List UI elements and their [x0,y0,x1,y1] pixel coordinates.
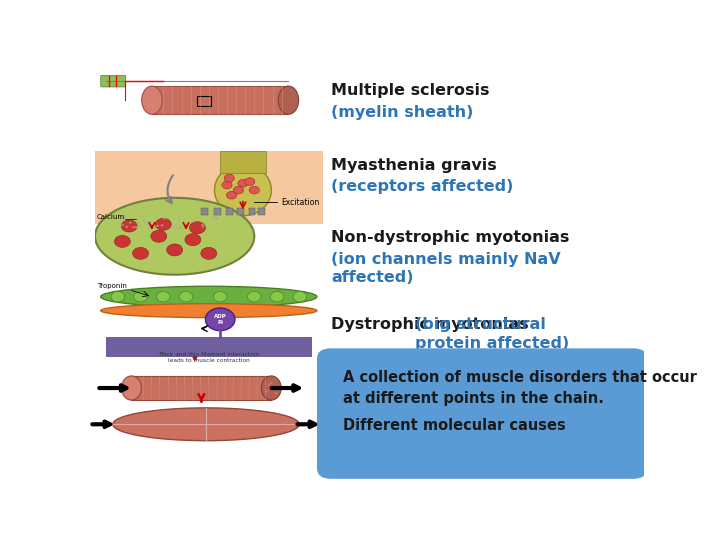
Text: Myasthenia gravis: Myasthenia gravis [331,158,497,173]
Text: (ion channels mainly NaV
affected): (ion channels mainly NaV affected) [331,252,561,285]
Text: (myelin sheath): (myelin sheath) [331,105,473,120]
FancyBboxPatch shape [317,348,647,479]
Text: (receptors affected): (receptors affected) [331,179,513,194]
Text: (big structural
protein affected): (big structural protein affected) [415,317,569,351]
Text: A collection of muscle disorders that occur
at different points in the chain.: A collection of muscle disorders that oc… [343,370,697,406]
Text: Different molecular causes: Different molecular causes [343,418,566,433]
Text: Multiple sclerosis: Multiple sclerosis [331,83,489,98]
Text: Non-dystrophic myotonias: Non-dystrophic myotonias [331,230,569,245]
Text: Dystrophic myotonias: Dystrophic myotonias [331,317,534,332]
